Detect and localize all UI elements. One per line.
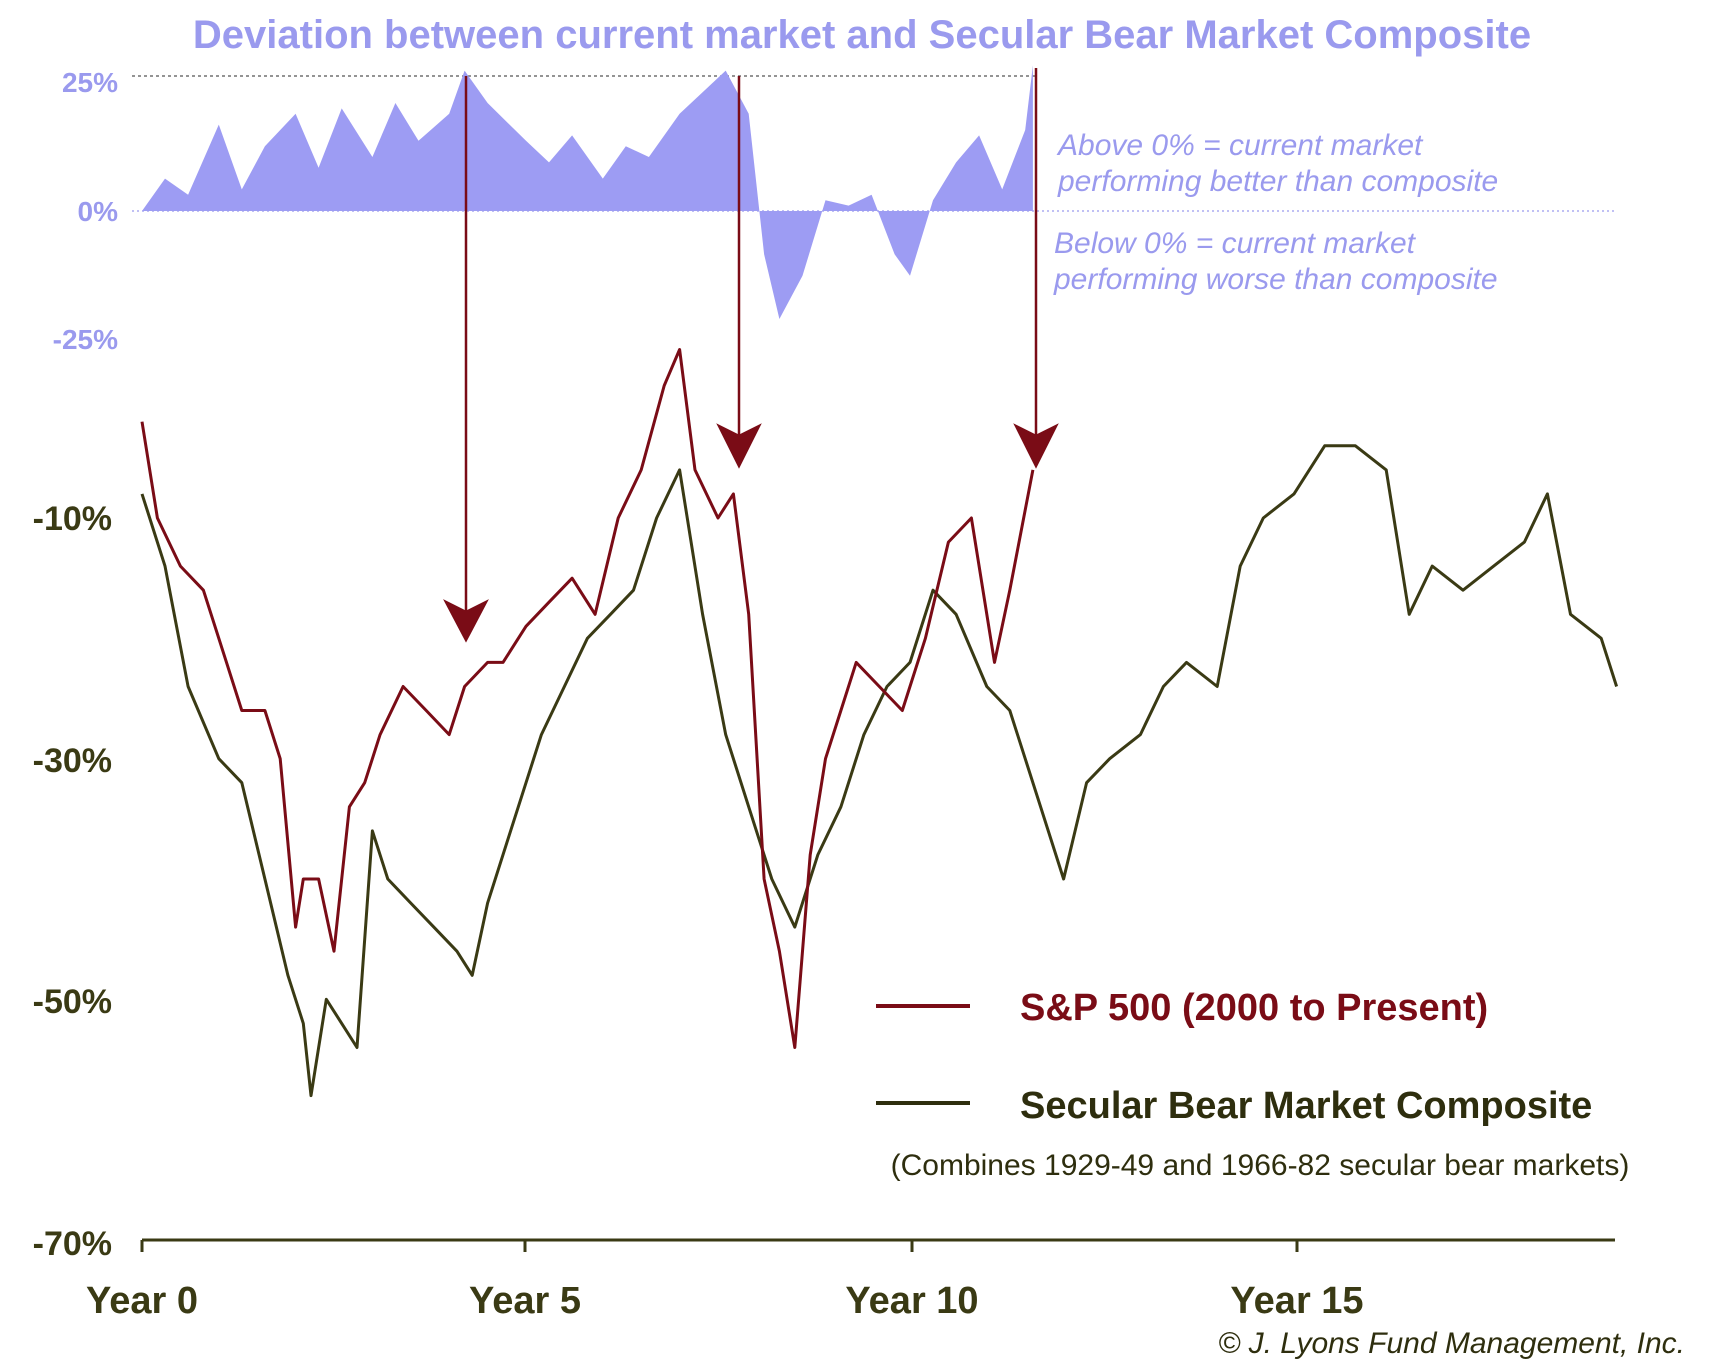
copyright-credit: © J. Lyons Fund Management, Inc.	[1218, 1327, 1685, 1360]
y-tick-neg50: -50%	[33, 983, 112, 1021]
dev-tick-neg25: -25%	[53, 324, 118, 355]
deviation-panel: 25% 0% -25% Above 0% = current market pe…	[53, 65, 1615, 355]
arrow-head-1	[443, 599, 489, 643]
deviation-area	[142, 65, 1033, 319]
x-tick-year15: Year 15	[1230, 1280, 1363, 1322]
y-tick-neg30: -30%	[33, 742, 112, 780]
deviation-chart-title: Deviation between current market and Sec…	[193, 13, 1531, 57]
dev-tick-25: 25%	[62, 67, 118, 98]
sp500-line	[140, 348, 1035, 1049]
legend-label-sp500: S&P 500 (2000 to Present)	[1020, 987, 1488, 1029]
note-below-line2: performing worse than composite	[1053, 263, 1498, 296]
x-tick-year0: Year 0	[86, 1280, 198, 1322]
main-chart-panel: -10% -30% -50% -70% Year 0 Year 5 Year 1…	[33, 68, 1630, 1322]
arrow-head-2	[716, 423, 762, 469]
legend-note: (Combines 1929-49 and 1966-82 secular be…	[891, 1149, 1630, 1182]
y-tick-neg70: -70%	[33, 1225, 112, 1263]
x-tick-year10: Year 10	[845, 1280, 978, 1322]
x-tick-year5: Year 5	[469, 1280, 581, 1322]
note-above-line2: performing better than composite	[1057, 165, 1498, 198]
legend-label-composite: Secular Bear Market Composite	[1020, 1085, 1592, 1127]
arrow-head-3	[1013, 423, 1059, 469]
y-tick-neg10: -10%	[33, 500, 112, 538]
note-below-line1: Below 0% = current market	[1054, 227, 1417, 260]
note-above-line1: Above 0% = current market	[1056, 129, 1424, 162]
dev-tick-0: 0%	[78, 196, 119, 227]
